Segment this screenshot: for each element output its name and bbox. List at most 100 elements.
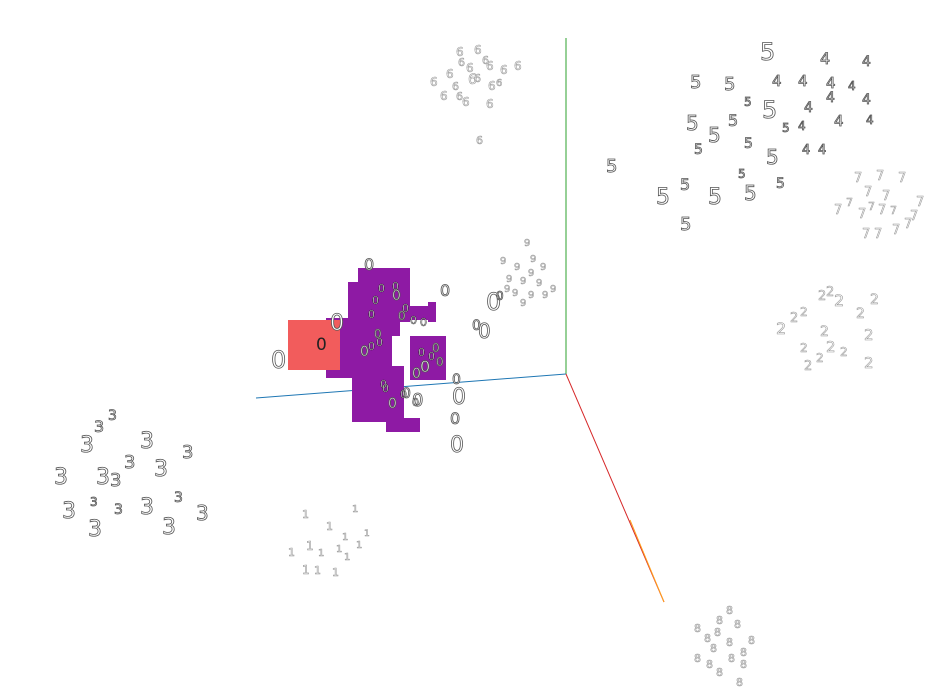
point-label-9[interactable]: 9 xyxy=(506,274,513,286)
point-label-1[interactable]: 1 xyxy=(318,548,325,560)
point-label-5[interactable]: 5 xyxy=(680,214,692,236)
point-label-9[interactable]: 9 xyxy=(542,290,549,302)
point-label-6[interactable]: 6 xyxy=(456,45,464,60)
point-label-0[interactable]: 0 xyxy=(364,255,375,275)
point-label-6[interactable]: 6 xyxy=(482,54,490,68)
point-label-9[interactable]: 9 xyxy=(550,284,557,296)
selected-point-label[interactable]: 0 xyxy=(368,308,376,322)
point-label-2[interactable]: 2 xyxy=(826,285,835,301)
point-label-3[interactable]: 3 xyxy=(94,417,105,437)
point-label-0[interactable]: 0 xyxy=(432,341,440,356)
point-label-2[interactable]: 2 xyxy=(856,306,866,323)
point-label-5[interactable]: 5 xyxy=(686,111,700,136)
point-label-6[interactable]: 6 xyxy=(474,72,482,86)
point-label-4[interactable]: 4 xyxy=(798,72,808,91)
point-label-0[interactable]: 0 xyxy=(271,346,287,375)
point-label-3[interactable]: 3 xyxy=(182,442,194,464)
selected-point-label[interactable]: 0 xyxy=(380,378,388,392)
point-label-2[interactable]: 2 xyxy=(818,289,827,305)
point-label-0[interactable]: 0 xyxy=(452,372,462,389)
point-label-4[interactable]: 4 xyxy=(862,92,872,109)
point-label-7[interactable]: 7 xyxy=(846,196,854,210)
point-label-0[interactable]: 0 xyxy=(420,357,431,377)
point-label-2[interactable]: 2 xyxy=(864,326,874,345)
point-label-8[interactable]: 8 xyxy=(710,642,718,656)
point-label-8[interactable]: 8 xyxy=(734,618,742,632)
point-label-7[interactable]: 7 xyxy=(876,169,885,185)
point-label-2[interactable]: 2 xyxy=(816,351,824,366)
point-label-2[interactable]: 2 xyxy=(864,354,874,373)
selected-point-label[interactable]: 0 xyxy=(392,280,400,294)
point-label-5[interactable]: 5 xyxy=(606,156,618,178)
point-label-2[interactable]: 2 xyxy=(870,292,880,309)
point-label-8[interactable]: 8 xyxy=(728,652,736,666)
point-label-5[interactable]: 5 xyxy=(708,123,722,148)
point-label-1[interactable]: 1 xyxy=(306,539,314,554)
point-label-5[interactable]: 5 xyxy=(738,167,746,182)
point-label-5[interactable]: 5 xyxy=(694,142,704,159)
point-label-6[interactable]: 6 xyxy=(456,90,464,104)
point-label-7[interactable]: 7 xyxy=(874,227,883,243)
point-label-5[interactable]: 5 xyxy=(760,38,776,67)
point-label-1[interactable]: 1 xyxy=(302,563,310,578)
point-label-2[interactable]: 2 xyxy=(800,305,808,320)
point-label-0[interactable]: 0 xyxy=(450,409,461,429)
point-label-3[interactable]: 3 xyxy=(80,433,95,459)
selected-point-label[interactable]: 0 xyxy=(418,346,426,360)
selected-point-label[interactable]: 0 xyxy=(382,382,390,396)
point-label-9[interactable]: 9 xyxy=(500,256,507,268)
point-label-4[interactable]: 4 xyxy=(802,143,811,159)
point-label-7[interactable]: 7 xyxy=(834,203,843,219)
point-label-1[interactable]: 1 xyxy=(332,566,340,580)
point-label-8[interactable]: 8 xyxy=(706,658,714,672)
point-label-8[interactable]: 8 xyxy=(726,636,734,650)
point-label-7[interactable]: 7 xyxy=(864,185,873,201)
point-label-0[interactable]: 0 xyxy=(330,311,345,337)
point-label-0[interactable]: 0 xyxy=(374,327,382,342)
point-label-7[interactable]: 7 xyxy=(898,171,907,187)
point-label-5[interactable]: 5 xyxy=(724,74,736,96)
point-label-1[interactable]: 1 xyxy=(288,546,296,560)
point-label-5[interactable]: 5 xyxy=(744,181,758,206)
point-label-6[interactable]: 6 xyxy=(514,59,522,74)
point-label-0[interactable]: 0 xyxy=(412,366,422,383)
point-label-3[interactable]: 3 xyxy=(140,495,155,521)
point-label-6[interactable]: 6 xyxy=(486,59,494,74)
point-label-4[interactable]: 4 xyxy=(848,79,856,94)
point-label-7[interactable]: 7 xyxy=(904,217,913,233)
point-label-6[interactable]: 6 xyxy=(430,75,438,90)
point-label-5[interactable]: 5 xyxy=(708,185,723,211)
point-label-3[interactable]: 3 xyxy=(140,429,155,455)
point-label-7[interactable]: 7 xyxy=(854,171,863,187)
point-label-2[interactable]: 2 xyxy=(834,291,845,311)
point-label-9[interactable]: 9 xyxy=(520,276,527,288)
point-label-0[interactable]: 0 xyxy=(412,390,424,412)
point-label-7[interactable]: 7 xyxy=(858,207,867,223)
point-label-0[interactable]: 0 xyxy=(388,396,398,413)
selected-point-label[interactable]: 0 xyxy=(368,340,376,354)
point-label-5[interactable]: 5 xyxy=(766,145,780,170)
point-label-7[interactable]: 7 xyxy=(862,227,871,243)
point-label-4[interactable]: 4 xyxy=(862,54,872,71)
point-label-4[interactable]: 4 xyxy=(820,49,831,69)
point-label-1[interactable]: 1 xyxy=(326,520,334,534)
selection-region[interactable] xyxy=(288,268,446,432)
selected-point-label[interactable]: 0 xyxy=(402,302,410,316)
point-label-7[interactable]: 7 xyxy=(868,200,876,214)
point-label-3[interactable]: 3 xyxy=(154,457,169,483)
point-label-4[interactable]: 4 xyxy=(818,143,827,159)
point-label-3[interactable]: 3 xyxy=(90,495,98,510)
point-label-0[interactable]: 0 xyxy=(440,281,451,301)
point-label-2[interactable]: 2 xyxy=(840,345,848,360)
point-label-4[interactable]: 4 xyxy=(772,72,782,91)
point-label-6[interactable]: 6 xyxy=(468,72,478,89)
point-label-1[interactable]: 1 xyxy=(302,508,310,522)
point-label-8[interactable]: 8 xyxy=(716,614,724,628)
point-label-8[interactable]: 8 xyxy=(736,676,744,690)
